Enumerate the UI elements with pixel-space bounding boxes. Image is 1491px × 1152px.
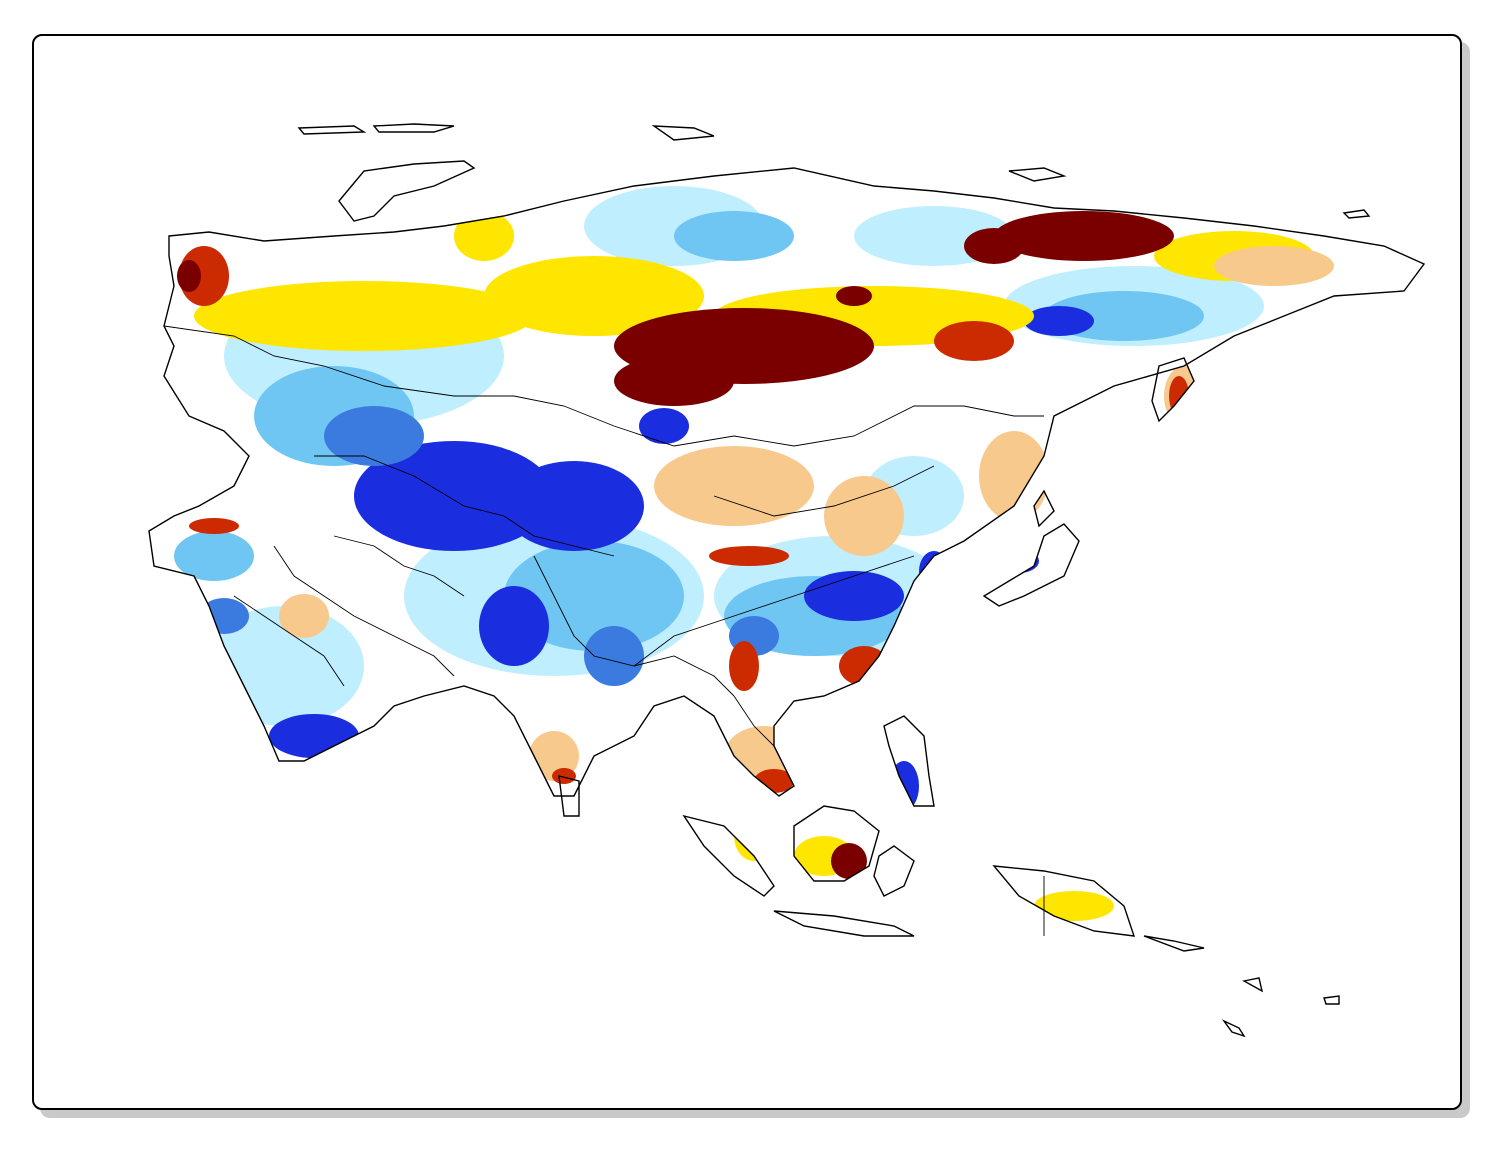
anomaly-map bbox=[148, 123, 1426, 1038]
sky-blue-regions bbox=[174, 211, 1204, 656]
land-base bbox=[149, 161, 1424, 936]
coastlines bbox=[148, 123, 1426, 1038]
map-panel bbox=[32, 34, 1462, 1110]
country-borders bbox=[163, 325, 1045, 936]
dark-red-regions bbox=[177, 211, 1174, 879]
